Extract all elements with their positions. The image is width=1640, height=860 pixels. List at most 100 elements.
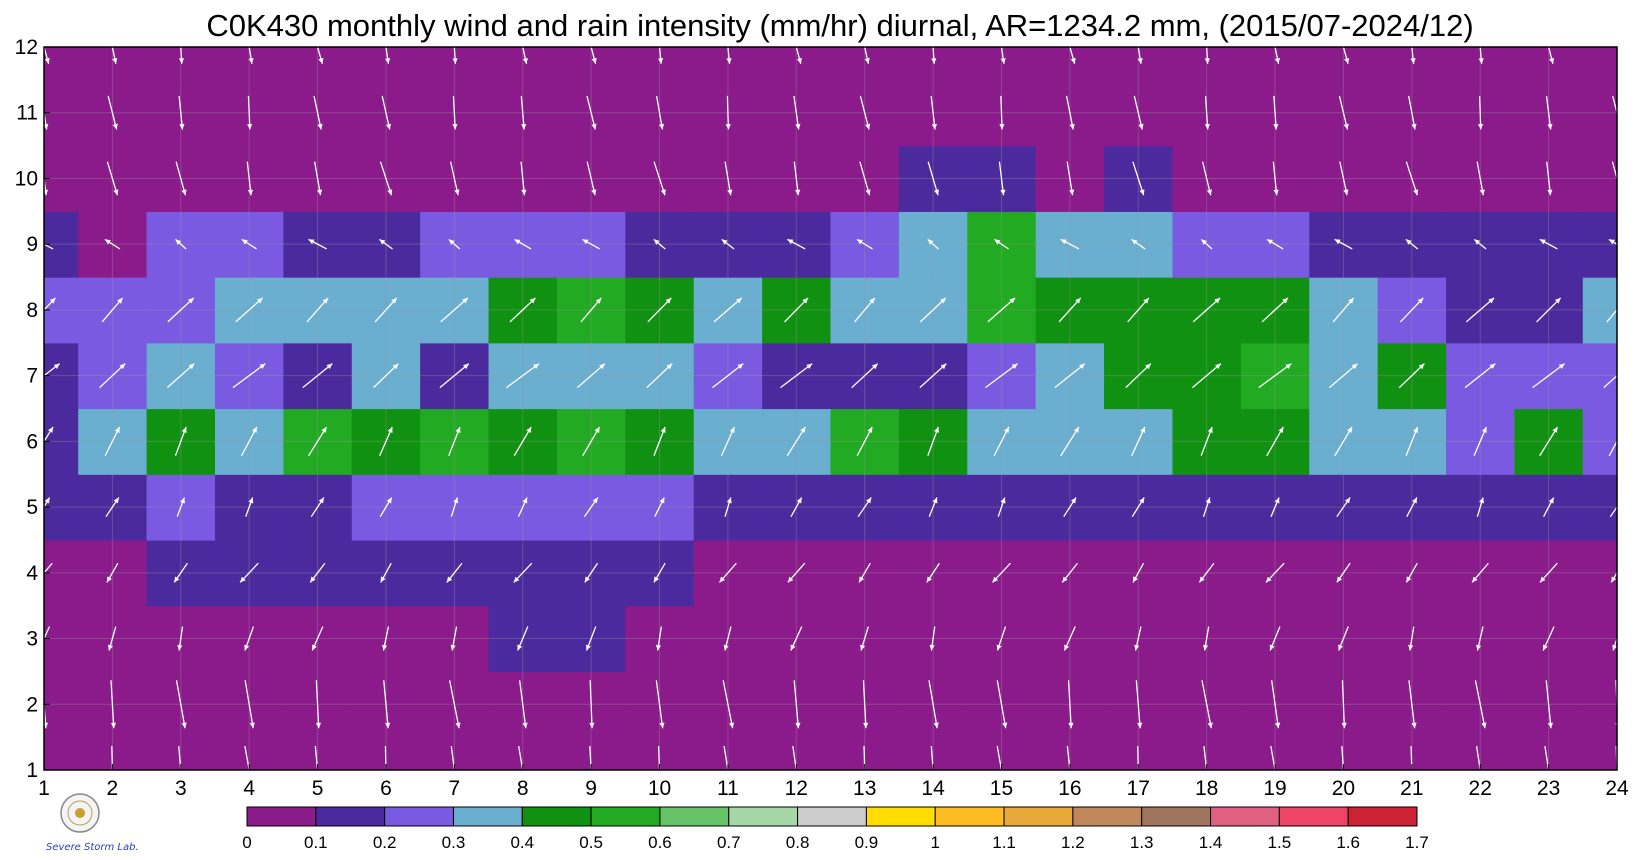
wind-arrow xyxy=(586,161,596,196)
wind-arrow xyxy=(1206,47,1209,64)
wind-vectors xyxy=(44,47,1623,770)
wind-arrowhead xyxy=(723,644,729,651)
heat-cell xyxy=(1035,47,1105,81)
wind-arrow xyxy=(724,161,732,196)
wind-arrowhead xyxy=(1336,576,1343,583)
wind-arrowhead xyxy=(53,363,60,369)
wind-arrow xyxy=(175,161,187,196)
wind-arrow xyxy=(1464,363,1496,389)
wind-arrowhead xyxy=(1140,426,1145,433)
wind-arrowhead xyxy=(659,722,665,729)
wind-arrowhead xyxy=(1143,297,1149,304)
wind-arrowhead xyxy=(44,123,49,130)
wind-arrow xyxy=(793,680,800,729)
heat-cell xyxy=(1582,79,1617,147)
colorbar-label: 0 xyxy=(242,833,251,852)
wind-arrow xyxy=(863,745,866,770)
wind-arrow xyxy=(232,363,266,389)
wind-arrowhead xyxy=(1334,239,1341,245)
colorbar-label: 0.9 xyxy=(855,833,879,852)
wind-arrowhead xyxy=(1204,123,1210,130)
wind-arrowhead xyxy=(385,123,392,130)
colorbar-label: 0.4 xyxy=(510,833,534,852)
wind-arrow xyxy=(647,297,672,323)
x-tick-label: 4 xyxy=(243,777,255,800)
wind-arrow xyxy=(44,243,54,250)
wind-arrowhead xyxy=(1344,497,1351,504)
wind-arrow xyxy=(1270,745,1276,770)
wind-arrow xyxy=(1137,47,1142,64)
wind-arrowhead xyxy=(592,497,598,504)
wind-arrow xyxy=(1408,680,1416,729)
wind-arrow xyxy=(1536,297,1562,323)
wind-arrow xyxy=(381,95,391,130)
wind-arrowhead xyxy=(1408,644,1414,651)
wind-arrowhead xyxy=(860,644,866,651)
wind-arrowhead xyxy=(463,363,469,370)
wind-arrowhead xyxy=(1069,123,1075,130)
wind-arrow xyxy=(517,745,524,770)
wind-arrowhead xyxy=(44,57,50,64)
wind-arrow xyxy=(862,680,867,729)
wind-arrow xyxy=(44,363,61,377)
wind-arrowhead xyxy=(1004,426,1009,433)
wind-arrow xyxy=(110,680,115,729)
wind-arrowhead xyxy=(112,57,118,64)
wind-arrow xyxy=(655,680,664,729)
wind-arrow xyxy=(927,161,939,196)
wind-arrow xyxy=(1611,161,1617,181)
heat-cell xyxy=(1582,145,1617,212)
wind-arrowhead xyxy=(1617,58,1622,64)
wind-arrowhead xyxy=(1069,189,1075,196)
wind-arrow xyxy=(1341,745,1345,770)
wind-arrowhead xyxy=(317,123,323,130)
heat-cell xyxy=(1582,277,1617,344)
wind-arrowhead xyxy=(1618,497,1623,503)
wind-arrow xyxy=(106,161,119,196)
wind-arrowhead xyxy=(658,123,665,130)
wind-arrowhead xyxy=(244,644,250,651)
logo-seal-center-icon xyxy=(75,808,85,818)
wind-arrow xyxy=(1000,95,1003,130)
x-tick-label: 1 xyxy=(38,777,50,800)
wind-arrowhead xyxy=(318,497,324,504)
wind-arrowhead xyxy=(1477,124,1484,130)
wind-arrow xyxy=(44,297,56,311)
wind-arrow xyxy=(859,161,871,196)
wind-arrowhead xyxy=(933,189,939,196)
wind-arrowhead xyxy=(321,426,327,433)
wind-arrowhead xyxy=(1269,644,1275,651)
wind-arrowhead xyxy=(934,426,939,433)
wind-arrowhead xyxy=(869,297,875,304)
wind-arrowhead xyxy=(856,239,863,245)
wind-arrowhead xyxy=(932,497,938,504)
wind-arrow xyxy=(996,745,1003,770)
wind-arrow xyxy=(1125,363,1152,389)
wind-arrowhead xyxy=(513,576,520,583)
wind-arrowhead xyxy=(1009,297,1016,304)
wind-arrowhead xyxy=(790,644,796,651)
wind-arrow xyxy=(1407,95,1416,130)
wind-arrowhead xyxy=(1488,297,1495,304)
wind-arrowhead xyxy=(174,576,180,583)
colorbar-label: 1.4 xyxy=(1199,833,1223,852)
wind-arrow xyxy=(1274,47,1280,64)
colorbar-swatch xyxy=(1278,806,1349,827)
wind-arrowhead xyxy=(867,426,873,433)
colorbar-label: 1.5 xyxy=(1268,833,1292,852)
logo-text: Severe Storm Lab. xyxy=(46,842,139,853)
wind-arrowhead xyxy=(1002,722,1008,729)
x-tick-label: 17 xyxy=(1127,777,1150,800)
wind-arrowhead xyxy=(729,426,735,433)
colorbar-swatch xyxy=(1347,806,1418,827)
wind-arrowhead xyxy=(658,58,664,64)
y-tick-label: 5 xyxy=(26,496,38,519)
wind-arrowhead xyxy=(999,124,1005,130)
wind-arrow xyxy=(247,95,251,130)
y-tick-label: 3 xyxy=(26,628,38,651)
wind-arrow xyxy=(308,426,328,457)
wind-arrowhead xyxy=(1539,576,1546,583)
wind-arrowhead xyxy=(1344,57,1350,64)
wind-arrow xyxy=(44,626,51,641)
heat-cell xyxy=(1240,47,1310,81)
